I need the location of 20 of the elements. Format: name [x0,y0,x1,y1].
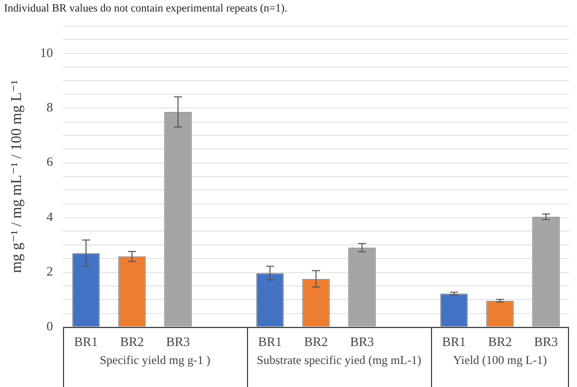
text: Individual BR values do not contain experimental repeats (n=1). [4,2,288,14]
y-tick-label: 8 [46,100,53,115]
y-tick-label: 10 [40,44,53,60]
x-tick-label: BR3 [350,334,374,350]
x-tick-label: BR3 [166,334,190,350]
x-tick-label: BR1 [442,334,466,350]
text: Specific yield mg g-1 ) [100,353,210,368]
y-tick-label: 6 [46,154,54,170]
x-tick-label: BR2 [488,334,512,350]
x-tick-label: BR2 [120,334,144,350]
x-tick-label: BR1 [258,334,282,350]
y-tick-label: 2 [46,264,53,279]
y-axis-title: mg g⁻¹ / mg mL⁻¹ / 100 mg L⁻¹ [8,80,25,274]
x-tick-label: BR1 [74,334,98,350]
text: Substrate specific yied (mg mL-1) [256,353,422,368]
y-tick-label: 0 [46,318,53,334]
x-tick-label: BR2 [304,334,328,350]
y-tick-label: 4 [46,208,54,224]
text: Yield (100 mg L-1) [453,353,547,368]
x-tick-label: BR3 [534,334,558,350]
